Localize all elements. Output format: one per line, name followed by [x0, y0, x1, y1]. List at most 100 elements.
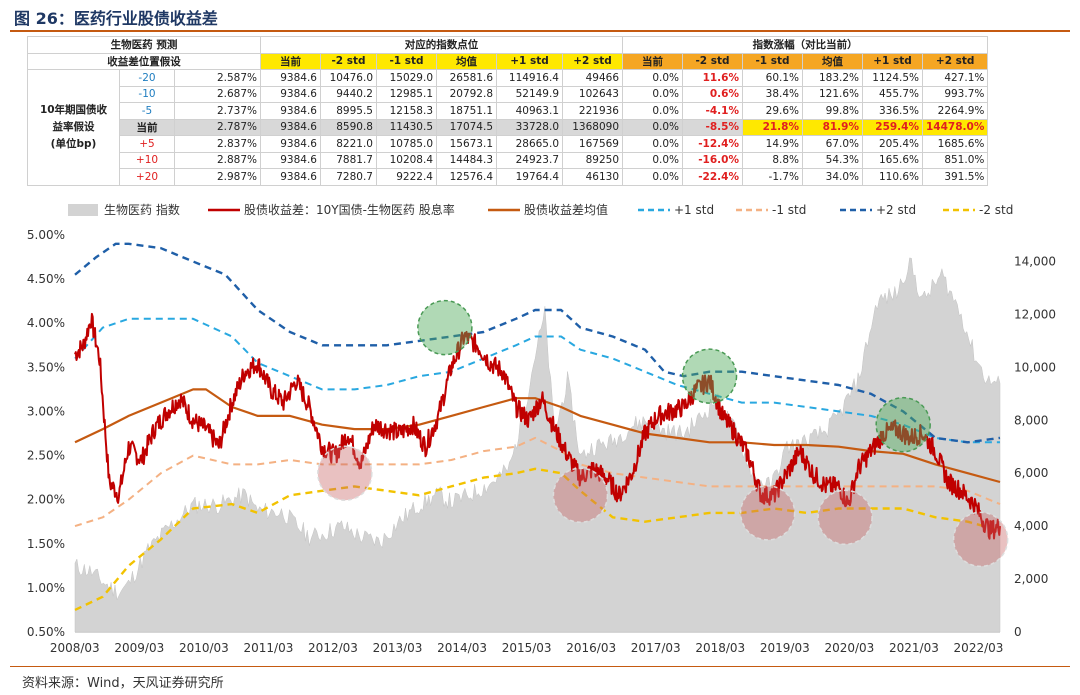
table-corner-line1: 生物医药 预测	[27, 36, 261, 54]
legend-mean-label: 股债收益差均值	[524, 202, 608, 217]
point-cell: 9384.6	[260, 168, 321, 186]
bp-shift: -20	[119, 69, 175, 87]
column-header-points: 当前	[260, 52, 321, 70]
x-tick-label: 2009/03	[114, 641, 164, 655]
change-cell: 11.6%	[682, 69, 743, 87]
bp-shift: +10	[119, 151, 175, 169]
point-cell: 221936	[562, 102, 623, 120]
table-corner-line2: 收益差位置假设	[27, 52, 261, 70]
spread-chart: 生物医药 指数 股债收益差：10Y国债-生物医药 股息率 股债收益差均值 +1 std…	[27, 202, 1056, 655]
change-cell: 121.6%	[802, 85, 863, 103]
point-cell: 8221.0	[320, 135, 377, 153]
column-header-points: -2 std	[320, 52, 377, 70]
change-cell: 259.4%	[862, 118, 923, 136]
figure-title: 图 26：医药行业股债收益差	[14, 9, 218, 28]
y-right-tick-label: 10,000	[1014, 360, 1056, 374]
y-right-tick-label: 14,000	[1014, 254, 1056, 268]
column-header-change: -2 std	[682, 52, 743, 70]
index-area	[74, 257, 1001, 633]
change-cell: 67.0%	[802, 135, 863, 153]
y-left-tick-label: 4.00%	[27, 316, 65, 330]
chart-legend: 生物医药 指数 股债收益差：10Y国债-生物医药 股息率 股债收益差均值 +1 std…	[68, 202, 1013, 217]
y-right-tick-label: 4,000	[1014, 519, 1048, 533]
point-cell: 9384.6	[260, 102, 321, 120]
point-cell: 28665.0	[496, 135, 563, 153]
change-cell: 14.9%	[742, 135, 803, 153]
mean-line	[74, 388, 1001, 484]
column-header-points: +1 std	[496, 52, 563, 70]
row-header-line: (单位bp)	[50, 137, 97, 150]
change-cell: 8.8%	[742, 151, 803, 169]
yield-value: 2.987%	[174, 168, 261, 186]
change-cell: 205.4%	[862, 135, 923, 153]
point-cell: 12576.4	[436, 168, 497, 186]
yield-value: 2.787%	[174, 118, 261, 136]
x-tick-label: 2012/03	[308, 641, 358, 655]
table-row: -5 2.737% 9384.6 8995.5 12158.3 18751.1 40963.…	[28, 102, 989, 120]
point-cell: 11430.5	[376, 118, 437, 136]
point-cell: 20792.8	[436, 85, 497, 103]
legend-index-label: 生物医药 指数	[104, 202, 180, 217]
change-cell: 14478.0%	[921, 118, 989, 136]
x-tick-label: 2008/03	[50, 641, 100, 655]
source-note: 资料来源：Wind，天风证券研究所	[22, 676, 224, 691]
change-cell: 110.6%	[862, 168, 923, 186]
point-cell: 19764.4	[496, 168, 563, 186]
point-cell: 9384.6	[260, 69, 321, 87]
table-group-change: 指数涨幅（对比当前）	[621, 36, 989, 54]
bp-shift: +20	[119, 168, 175, 186]
point-cell: 46130	[562, 168, 623, 186]
y-left-tick-label: 4.50%	[27, 272, 65, 286]
point-cell: 7881.7	[320, 151, 377, 169]
point-cell: 9222.4	[376, 168, 437, 186]
yield-value: 2.587%	[174, 69, 261, 87]
point-cell: 9384.6	[260, 118, 321, 136]
bp-shift: -10	[119, 85, 175, 103]
plus1-std-line	[74, 317, 1000, 444]
change-cell: 99.8%	[802, 102, 863, 120]
table-row: -10 2.687% 9384.6 9440.2 12985.1 20792.8 52149…	[28, 85, 989, 103]
bp-shift: +5	[119, 135, 175, 153]
change-cell: 391.5%	[921, 168, 989, 186]
table-row: +10 2.887% 9384.6 7881.7 10208.4 14484.3 24923…	[28, 151, 989, 169]
low-highlight-circle	[552, 467, 609, 524]
high-highlight-circle	[417, 299, 473, 356]
change-cell: 183.2%	[802, 69, 863, 87]
point-cell: 24923.7	[496, 151, 563, 169]
table-row: +5 2.837% 9384.6 8221.0 10785.0 15673.1 28665.…	[28, 135, 989, 153]
y-right-tick-label: 6,000	[1014, 466, 1048, 480]
point-cell: 12985.1	[376, 85, 437, 103]
y-right-tick-label: 2,000	[1014, 572, 1048, 586]
column-header-change: 均值	[802, 52, 863, 70]
yield-value: 2.887%	[174, 151, 261, 169]
point-cell: 15673.1	[436, 135, 497, 153]
point-cell: 8590.8	[320, 118, 377, 136]
change-cell: 0.6%	[682, 85, 743, 103]
change-cell: 993.7%	[921, 85, 989, 103]
y-left-tick-label: 1.00%	[27, 581, 65, 595]
change-cell: 0.0%	[622, 135, 683, 153]
table-group-points: 对应的指数点位	[260, 36, 623, 54]
change-cell: 851.0%	[921, 151, 989, 169]
x-tick-label: 2016/03	[566, 641, 616, 655]
row-header-line: 益率假设	[52, 120, 95, 133]
table-row: +20 2.987% 9384.6 7280.7 9222.4 12576.4 19764.…	[28, 168, 989, 186]
change-cell: 1685.6%	[921, 135, 989, 153]
point-cell: 7280.7	[320, 168, 377, 186]
change-cell: 21.8%	[742, 118, 803, 136]
column-header-points: -1 std	[376, 52, 437, 70]
point-cell: 8995.5	[320, 102, 377, 120]
legend-minus2-label: -2 std	[979, 203, 1013, 217]
point-cell: 9384.6	[260, 151, 321, 169]
column-header-points: 均值	[436, 52, 497, 70]
change-cell: 81.9%	[802, 118, 863, 136]
point-cell: 17074.5	[436, 118, 497, 136]
y-left-tick-label: 1.50%	[27, 537, 65, 551]
legend-spread-label: 股债收益差：10Y国债-生物医药 股息率	[244, 202, 455, 217]
y-left-tick-label: 2.00%	[27, 493, 65, 507]
high-highlight-circle	[681, 348, 738, 404]
y-right-tick-label: 0	[1014, 625, 1022, 639]
row-header-line: 10年期国债收	[39, 103, 108, 116]
change-cell: 0.0%	[622, 102, 683, 120]
low-highlight-circle	[739, 485, 796, 541]
